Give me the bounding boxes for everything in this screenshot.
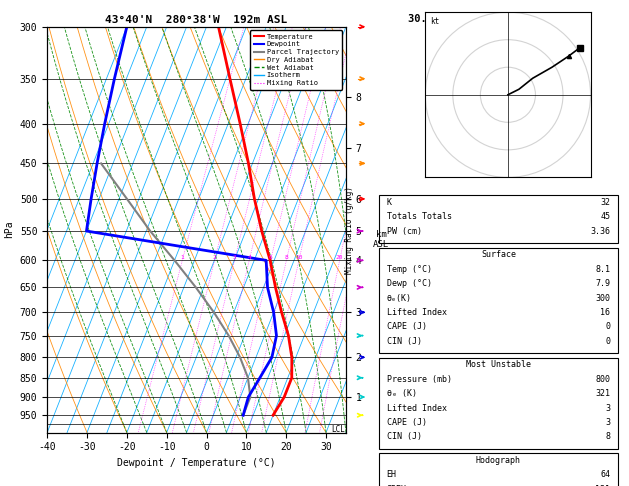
Y-axis label: km
ASL: km ASL [373, 230, 389, 249]
Text: 45: 45 [600, 212, 610, 222]
Legend: Temperature, Dewpoint, Parcel Trajectory, Dry Adiabat, Wet Adiabat, Isotherm, Mi: Temperature, Dewpoint, Parcel Trajectory… [250, 30, 342, 89]
Text: LCL: LCL [331, 425, 345, 434]
Text: PW (cm): PW (cm) [387, 227, 421, 236]
Bar [379, 453, 618, 486]
Text: Mixing Ratio (g/kg): Mixing Ratio (g/kg) [345, 186, 353, 274]
Text: K: K [387, 198, 392, 207]
Text: θₑ (K): θₑ (K) [387, 389, 416, 398]
Text: 3: 3 [605, 418, 610, 427]
Text: 131: 131 [595, 485, 610, 486]
Bar [379, 195, 618, 243]
Text: θₑ(K): θₑ(K) [387, 294, 411, 303]
Text: Hodograph: Hodograph [476, 456, 521, 465]
Text: CIN (J): CIN (J) [387, 337, 421, 346]
Text: 32: 32 [600, 198, 610, 207]
Text: CAPE (J): CAPE (J) [387, 322, 426, 331]
Text: 321: 321 [595, 389, 610, 398]
Text: 16: 16 [600, 308, 610, 317]
Text: 1: 1 [181, 255, 184, 260]
Text: EH: EH [387, 470, 397, 480]
Text: CAPE (J): CAPE (J) [387, 418, 426, 427]
Text: 7.9: 7.9 [595, 279, 610, 288]
Text: 10: 10 [295, 255, 303, 260]
Text: 0: 0 [605, 337, 610, 346]
Text: Totals Totals: Totals Totals [387, 212, 452, 222]
Text: 6: 6 [269, 255, 272, 260]
Text: 4: 4 [247, 255, 251, 260]
Text: CIN (J): CIN (J) [387, 433, 421, 441]
X-axis label: Dewpoint / Temperature (°C): Dewpoint / Temperature (°C) [117, 458, 276, 468]
Text: Temp (°C): Temp (°C) [387, 265, 431, 274]
Title: 43°40'N  280°38'W  192m ASL: 43°40'N 280°38'W 192m ASL [106, 15, 287, 25]
Text: Pressure (mb): Pressure (mb) [387, 375, 452, 384]
Text: 3: 3 [233, 255, 237, 260]
Text: Lifted Index: Lifted Index [387, 308, 447, 317]
Text: SREH: SREH [387, 485, 407, 486]
Text: 0: 0 [605, 322, 610, 331]
Bar [379, 358, 618, 449]
Text: 300: 300 [595, 294, 610, 303]
Bar [379, 248, 618, 353]
Text: 3.36: 3.36 [590, 227, 610, 236]
Text: 2: 2 [213, 255, 216, 260]
Text: 8: 8 [284, 255, 288, 260]
Text: 8: 8 [605, 433, 610, 441]
Text: 800: 800 [595, 375, 610, 384]
Text: Surface: Surface [481, 250, 516, 260]
Text: 64: 64 [600, 470, 610, 480]
Text: 30.04.2024  15GMT  (Base: 06): 30.04.2024 15GMT (Base: 06) [408, 14, 589, 24]
Text: kt: kt [430, 17, 440, 26]
Text: © weatheronline.co.uk: © weatheronline.co.uk [450, 459, 547, 468]
Text: Most Unstable: Most Unstable [466, 361, 531, 369]
Text: 8.1: 8.1 [595, 265, 610, 274]
Text: 20: 20 [336, 255, 343, 260]
Text: 3: 3 [605, 404, 610, 413]
Y-axis label: hPa: hPa [4, 221, 14, 239]
Text: Dewp (°C): Dewp (°C) [387, 279, 431, 288]
Text: Lifted Index: Lifted Index [387, 404, 447, 413]
